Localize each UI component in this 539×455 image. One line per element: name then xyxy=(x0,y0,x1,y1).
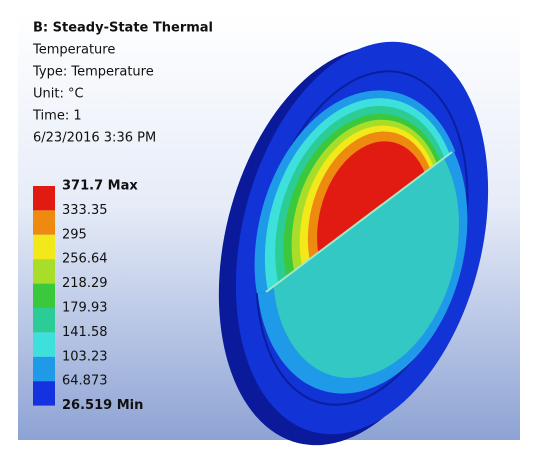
legend-swatch xyxy=(33,235,55,259)
legend-swatch xyxy=(33,259,55,283)
legend-swatch xyxy=(33,357,55,381)
legend-label: 103.23 xyxy=(62,349,108,364)
legend-swatch xyxy=(33,381,55,405)
info-line: Unit: °C xyxy=(33,87,84,102)
legend-label: 179.93 xyxy=(62,301,108,316)
legend-label: 333.35 xyxy=(62,203,108,218)
legend-label: 295 xyxy=(62,227,87,242)
viewport: B: Steady-State Thermal Temperature Type:… xyxy=(0,0,539,455)
legend-label: 256.64 xyxy=(62,252,108,267)
legend-label: 141.58 xyxy=(62,325,108,340)
legend-swatch xyxy=(33,308,55,332)
info-line: Temperature xyxy=(32,43,115,58)
legend-label: 218.29 xyxy=(62,276,108,291)
legend-label: 26.519 Min xyxy=(62,398,143,413)
info-line: 6/23/2016 3:36 PM xyxy=(33,131,156,146)
legend-swatch xyxy=(33,186,55,210)
info-line: Time: 1 xyxy=(32,109,82,124)
legend-swatch xyxy=(33,332,55,356)
legend-swatch xyxy=(33,210,55,234)
legend-swatch xyxy=(33,284,55,308)
info-line: Type: Temperature xyxy=(32,65,154,80)
legend-label: 371.7 Max xyxy=(62,179,138,194)
title: B: Steady-State Thermal xyxy=(33,21,213,36)
legend-label: 64.873 xyxy=(62,374,108,389)
